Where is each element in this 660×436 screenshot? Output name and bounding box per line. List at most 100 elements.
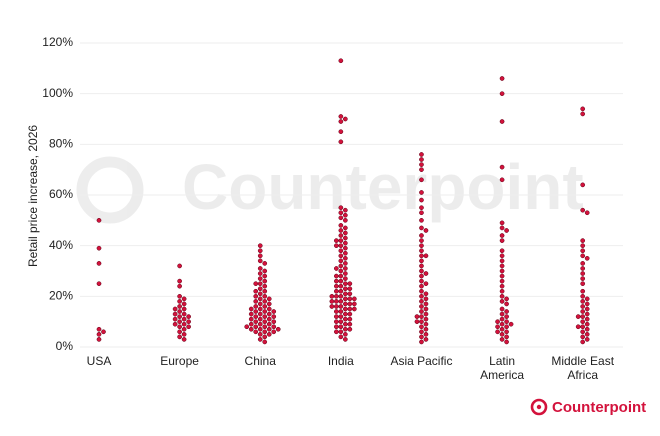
x-tick-label: China bbox=[244, 354, 276, 368]
point bbox=[334, 243, 339, 249]
point bbox=[262, 288, 268, 294]
point bbox=[257, 253, 263, 259]
point bbox=[329, 293, 335, 299]
point bbox=[575, 324, 581, 330]
point bbox=[580, 271, 586, 276]
point bbox=[257, 331, 263, 337]
point bbox=[580, 314, 586, 319]
point bbox=[248, 311, 254, 317]
point bbox=[177, 299, 182, 304]
point bbox=[262, 309, 268, 314]
point bbox=[423, 228, 429, 233]
point bbox=[580, 339, 586, 345]
point bbox=[347, 311, 353, 317]
point bbox=[96, 217, 102, 223]
point bbox=[334, 283, 339, 289]
point bbox=[343, 116, 348, 122]
point bbox=[257, 296, 263, 302]
point bbox=[499, 91, 505, 97]
point bbox=[580, 324, 586, 330]
point bbox=[419, 238, 424, 243]
point bbox=[419, 217, 424, 223]
point bbox=[177, 319, 182, 325]
point bbox=[338, 215, 344, 221]
point bbox=[423, 326, 429, 332]
point bbox=[257, 301, 263, 307]
point bbox=[343, 266, 348, 271]
point bbox=[334, 238, 339, 243]
point bbox=[499, 293, 505, 299]
point bbox=[499, 288, 505, 294]
point bbox=[499, 306, 505, 312]
point bbox=[266, 306, 272, 312]
point bbox=[419, 233, 424, 238]
point bbox=[504, 339, 509, 345]
point bbox=[580, 238, 586, 243]
point bbox=[338, 139, 344, 145]
point bbox=[499, 299, 505, 304]
point bbox=[414, 319, 420, 325]
point bbox=[101, 329, 106, 335]
point bbox=[257, 286, 263, 292]
point bbox=[262, 268, 268, 274]
point bbox=[253, 329, 259, 335]
point bbox=[257, 248, 263, 254]
point bbox=[181, 337, 187, 342]
point bbox=[499, 225, 505, 231]
point bbox=[177, 278, 182, 284]
point bbox=[499, 238, 505, 243]
point bbox=[419, 177, 424, 183]
point bbox=[419, 309, 424, 314]
point bbox=[244, 324, 250, 330]
point bbox=[584, 210, 590, 216]
point bbox=[257, 291, 263, 297]
point bbox=[499, 253, 505, 259]
point bbox=[504, 319, 509, 325]
point bbox=[423, 281, 429, 287]
point bbox=[584, 255, 590, 261]
point bbox=[419, 263, 424, 269]
point bbox=[343, 240, 348, 246]
point bbox=[343, 286, 348, 292]
point bbox=[499, 331, 505, 337]
point bbox=[248, 326, 254, 332]
point bbox=[177, 304, 182, 309]
point bbox=[338, 238, 344, 243]
point bbox=[181, 326, 187, 332]
point bbox=[423, 271, 429, 276]
point bbox=[343, 245, 348, 251]
point bbox=[499, 76, 505, 81]
point bbox=[419, 278, 424, 284]
point bbox=[347, 326, 353, 332]
point bbox=[419, 339, 424, 345]
point bbox=[96, 326, 102, 332]
point bbox=[334, 324, 339, 330]
point bbox=[338, 228, 344, 233]
point bbox=[499, 268, 505, 274]
point bbox=[499, 321, 505, 327]
point bbox=[177, 309, 182, 314]
x-tick-label: India bbox=[327, 354, 354, 368]
y-tick-label: 40% bbox=[49, 238, 73, 252]
point bbox=[343, 276, 348, 281]
point bbox=[181, 331, 187, 337]
point bbox=[343, 217, 348, 223]
point bbox=[419, 314, 424, 319]
logo-icon bbox=[530, 398, 548, 416]
point bbox=[419, 288, 424, 294]
point bbox=[347, 291, 353, 297]
point bbox=[271, 319, 277, 325]
point bbox=[257, 271, 263, 276]
point bbox=[253, 304, 259, 309]
point bbox=[257, 281, 263, 287]
point bbox=[419, 197, 424, 203]
y-tick-label: 100% bbox=[42, 86, 73, 100]
point bbox=[419, 334, 424, 340]
x-tick-label: Latin America bbox=[480, 354, 525, 382]
point bbox=[580, 293, 586, 299]
point bbox=[343, 321, 348, 327]
point bbox=[419, 293, 424, 299]
point bbox=[334, 266, 339, 271]
x-tick-label: Asia Pacific bbox=[390, 354, 453, 368]
